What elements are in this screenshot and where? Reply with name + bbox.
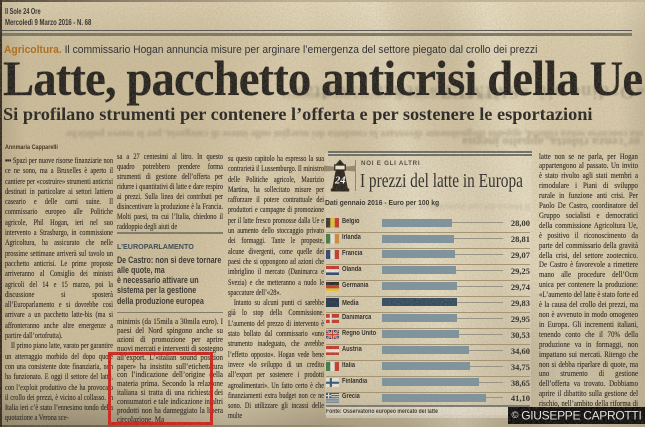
svg-text:24: 24	[334, 176, 346, 187]
